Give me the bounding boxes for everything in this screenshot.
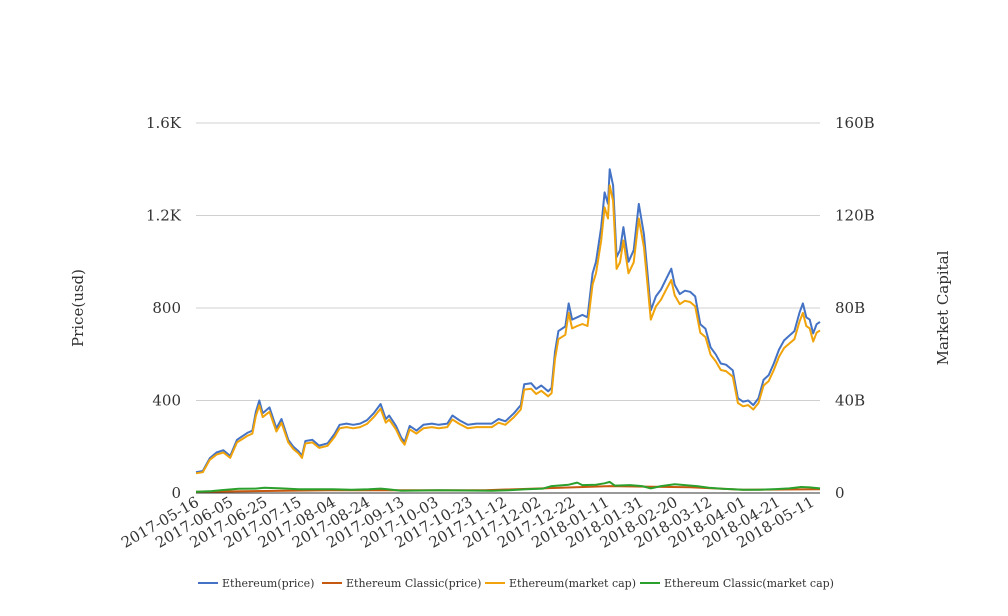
legend-label: Ethereum(price) bbox=[222, 577, 314, 590]
legend-label: Ethereum Classic(price) bbox=[346, 577, 481, 590]
y-tick-label: 1.2K bbox=[146, 207, 182, 225]
series-line-3 bbox=[195, 480, 821, 493]
series-line-0 bbox=[195, 168, 821, 474]
legend-label: Ethereum Classic(market cap) bbox=[664, 577, 834, 590]
left-axis-ticks: 0 400 800 1.2K 1.6K bbox=[146, 114, 182, 502]
y-axis-title: Price(usd) bbox=[69, 269, 87, 347]
y2-tick-label: 0 bbox=[835, 484, 845, 502]
y-tick-label: 1.6K bbox=[146, 114, 182, 132]
right-axis-ticks: 0 40B 80B 120B 160B bbox=[835, 114, 875, 502]
series-lines bbox=[195, 168, 821, 493]
y-tick-label: 0 bbox=[171, 484, 181, 502]
y2-tick-label: 80B bbox=[835, 299, 865, 317]
y2-tick-label: 40B bbox=[835, 392, 865, 410]
series-line-2 bbox=[195, 184, 821, 475]
y-tick-label: 800 bbox=[152, 299, 181, 317]
y2-tick-label: 160B bbox=[835, 114, 875, 132]
gridlines bbox=[196, 122, 820, 494]
y-tick-label: 400 bbox=[152, 392, 181, 410]
x-axis-ticks: 2017-05-162017-06-052017-06-252017-07-15… bbox=[118, 493, 817, 552]
y2-tick-label: 120B bbox=[835, 207, 875, 225]
legend: Ethereum(price) Ethereum Classic(price) Et… bbox=[198, 577, 834, 590]
legend-label: Ethereum(market cap) bbox=[509, 577, 636, 590]
y2-axis-title: Market Capital bbox=[934, 250, 952, 365]
